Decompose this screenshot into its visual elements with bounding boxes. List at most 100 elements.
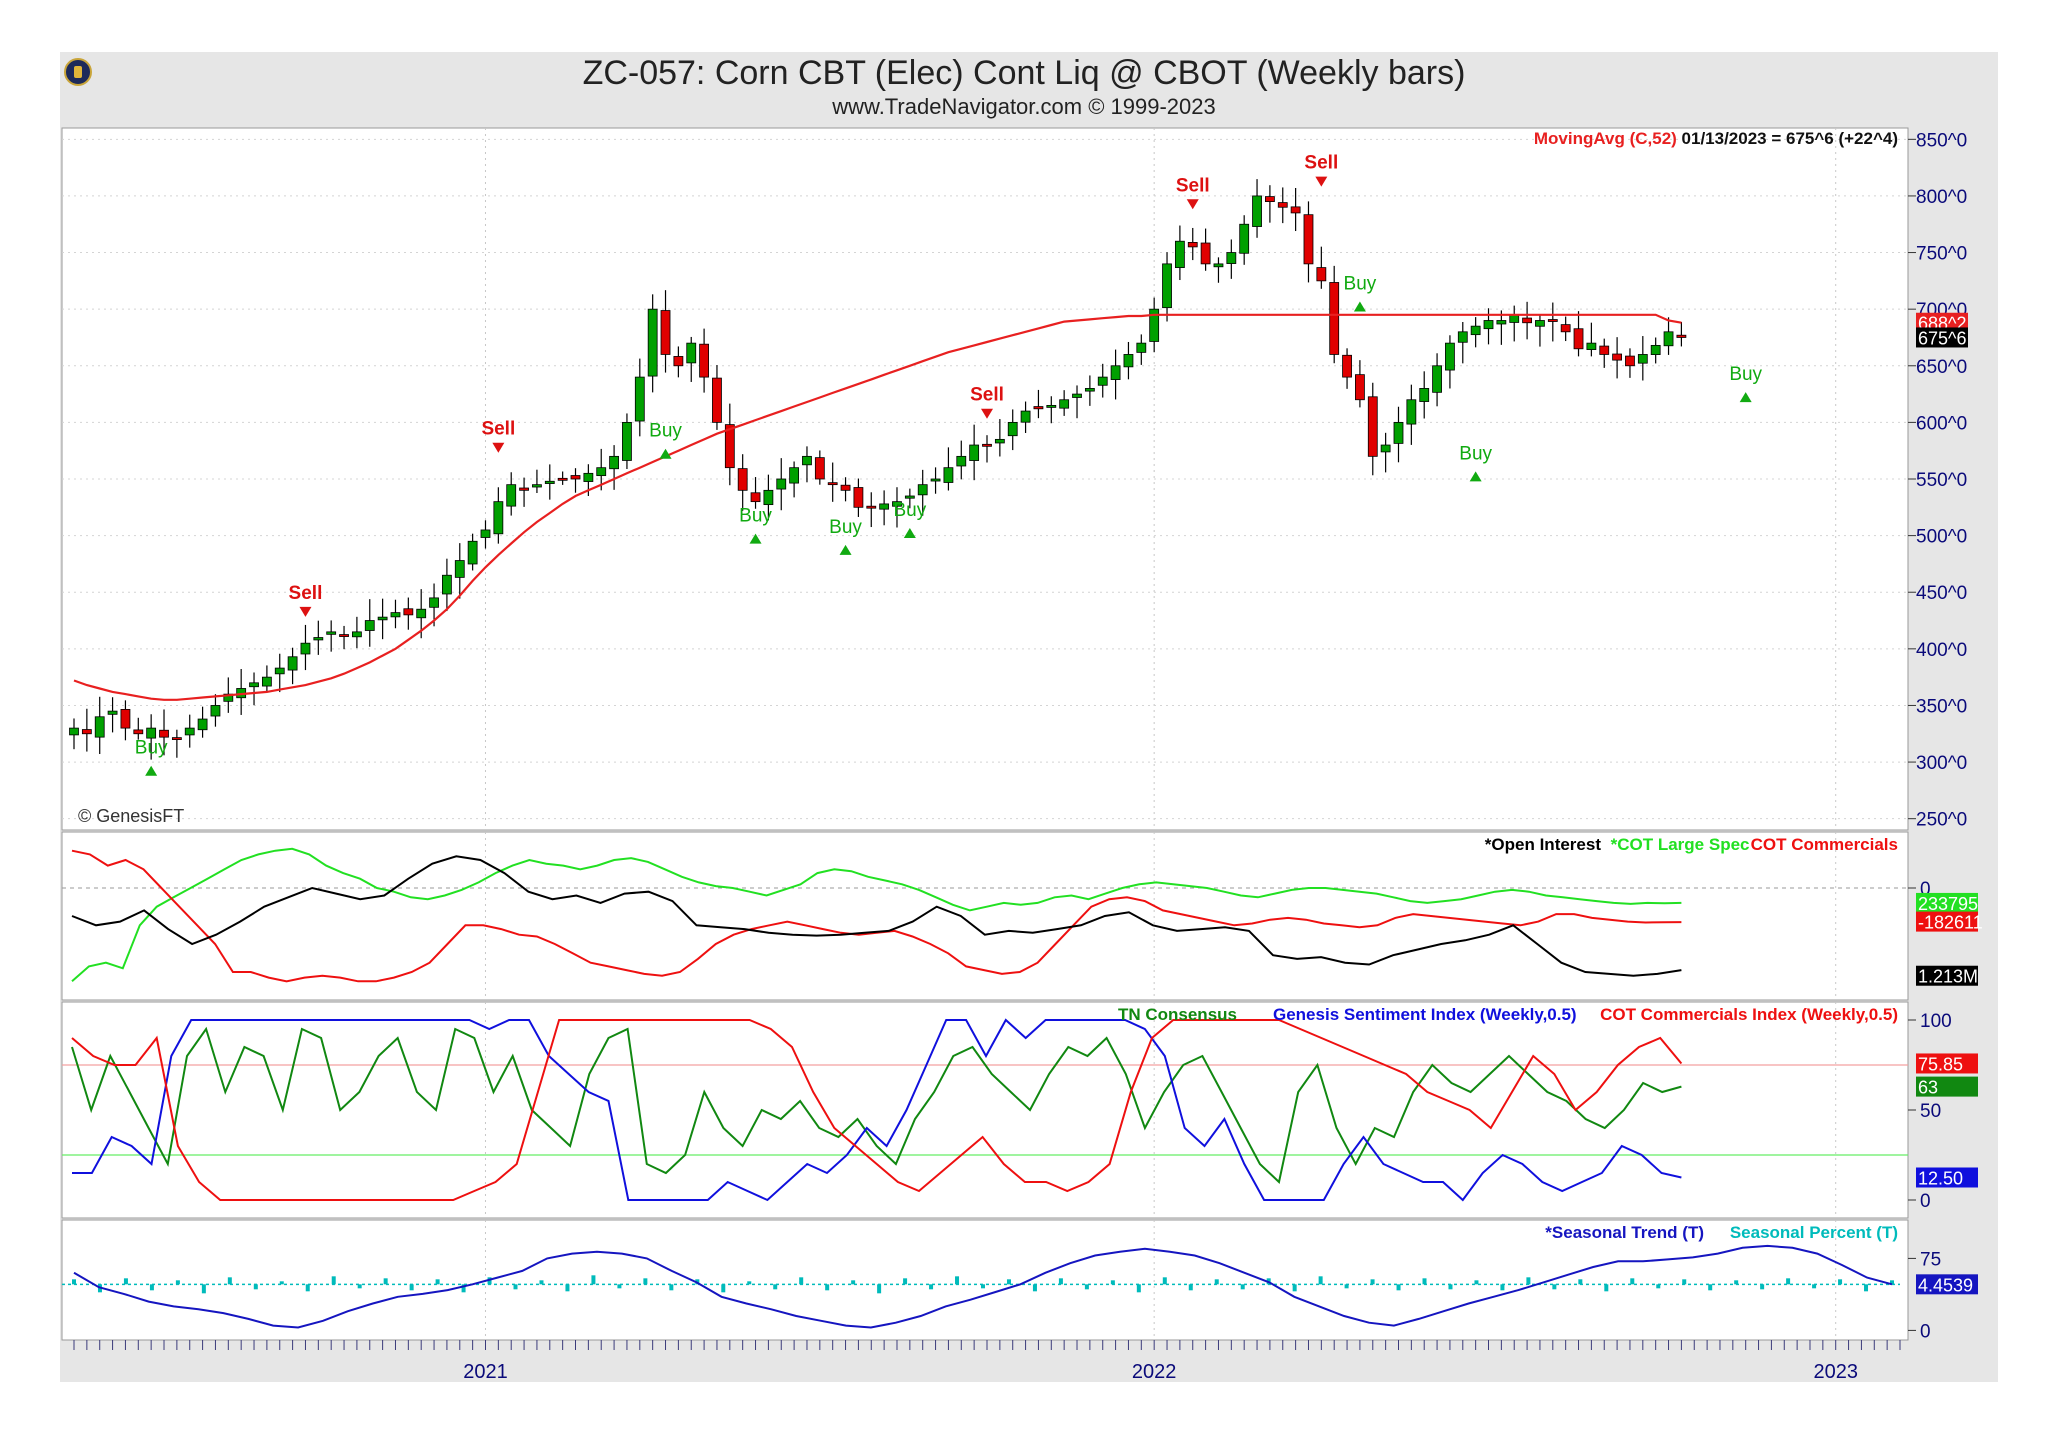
candle-body — [1406, 399, 1417, 425]
candle-body — [1522, 317, 1532, 324]
seasonal-percent-bar — [799, 1277, 804, 1285]
seasonal-percent-bar — [929, 1284, 934, 1290]
seasonal-percent-bar — [539, 1280, 544, 1285]
chart-panels — [61, 127, 1909, 1341]
price-tick-label: 300^0 — [1916, 753, 1967, 774]
legend-item: *COT Large Spec — [1611, 835, 1750, 854]
seasonal-percent-bar — [1032, 1284, 1037, 1292]
candle-body — [596, 467, 607, 477]
buy-signal-label: Buy — [649, 421, 682, 442]
seasonal-percent-bar — [253, 1284, 258, 1290]
moving-average-line — [73, 313, 1682, 701]
series-line — [71, 847, 1682, 983]
candle-body — [1380, 444, 1391, 453]
buy-arrow-icon — [1739, 392, 1752, 403]
seasonal-percent-bar — [305, 1284, 310, 1292]
sell-signal-label: Sell — [289, 583, 323, 604]
sell-signal-label: Sell — [481, 419, 515, 440]
seasonal-percent-bar — [1448, 1284, 1453, 1290]
candle-body — [1676, 334, 1687, 338]
candle-body — [737, 468, 748, 491]
candle-body — [943, 467, 954, 483]
candle-body — [1187, 242, 1198, 248]
last-value-text: 675^6 — [1918, 328, 1967, 348]
candle-body — [1625, 355, 1635, 367]
candle-body — [364, 620, 375, 631]
seasonal-trend-line — [73, 1244, 1893, 1329]
seasonal-percent-bar — [1656, 1284, 1661, 1289]
last-value-text: 233795 — [1918, 894, 1978, 914]
seasonal-percent-bar — [747, 1281, 752, 1285]
candle-body — [1213, 263, 1224, 268]
candle-body — [892, 501, 902, 507]
price-tick-label: 600^0 — [1916, 413, 1967, 434]
candle-body — [1457, 331, 1468, 343]
candle-body — [1290, 206, 1301, 214]
seasonal-percent-bar — [773, 1284, 778, 1290]
sell-signal-label: Sell — [970, 385, 1004, 406]
seasonal-percent-bar — [955, 1276, 960, 1285]
candle-body — [1637, 354, 1648, 364]
candle-body — [724, 424, 735, 469]
candle-body — [583, 472, 594, 482]
candle-body — [1136, 342, 1147, 353]
seasonal-percent-bar — [513, 1284, 518, 1290]
candle-body — [1123, 354, 1134, 368]
candle-body — [1393, 421, 1404, 444]
candle-body — [969, 444, 980, 461]
candle-body — [1612, 353, 1622, 361]
candle-body — [1483, 320, 1494, 330]
seasonal-percent-bar — [643, 1278, 648, 1285]
candle-body — [1316, 267, 1327, 282]
last-value-tag — [1916, 965, 1978, 986]
y-tick-label: 50 — [1920, 1101, 1941, 1122]
candle-body — [814, 457, 825, 480]
candle-body — [802, 455, 812, 466]
seasonal-percent-bar — [1812, 1284, 1817, 1289]
seasonal-percent-bar — [1136, 1284, 1141, 1293]
price-tick-label: 800^0 — [1916, 187, 1967, 208]
price-tick-label: 450^0 — [1916, 583, 1967, 604]
candle-body — [120, 709, 131, 729]
candle-body — [506, 484, 517, 507]
series-line — [71, 855, 1682, 977]
genesis-watermark: © GenesisFT — [78, 806, 184, 826]
candle-body — [1072, 393, 1082, 398]
seasonal-percent-bar — [1500, 1284, 1505, 1291]
chart-subtitle: www.TradeNavigator.com © 1999-2023 — [832, 94, 1216, 119]
seasonal-percent-bar — [1682, 1279, 1687, 1285]
candle-body — [1303, 214, 1314, 265]
last-value-tag — [1916, 1053, 1978, 1074]
legend-layer: MovingAvg (C,52) 01/13/2023 = 675^6 (+22… — [78, 129, 1898, 1242]
seasonal-percent-bar — [617, 1284, 622, 1289]
candle-body — [1535, 320, 1545, 327]
legend-item: *Seasonal Trend (T) — [1545, 1223, 1704, 1242]
candle-body — [1110, 365, 1121, 380]
candle-body — [69, 727, 79, 736]
candle-body — [686, 342, 697, 364]
seasonal-percent-bar — [1422, 1278, 1427, 1285]
last-value-tag — [1916, 1167, 1978, 1188]
buy-arrow-icon — [659, 448, 672, 459]
buy-signal-label: Buy — [739, 506, 772, 527]
last-value-tag — [1916, 911, 1978, 932]
candle-body — [1445, 342, 1455, 371]
candle-body — [1573, 328, 1584, 350]
seasonal-percent-bar — [1708, 1284, 1713, 1291]
y-tick-label: 0 — [1920, 1321, 1931, 1342]
candle-body — [776, 478, 787, 490]
price-tick-label: 250^0 — [1916, 810, 1967, 831]
candle-body — [763, 489, 774, 506]
candle-body — [377, 616, 388, 621]
last-value-tag — [1916, 892, 1978, 913]
buy-signal-label: Buy — [1344, 274, 1377, 295]
plot-layer: Buy Sell Sell Buy Buy Buy Buy Sell Sell Sell Buy Bu… — [62, 153, 1900, 1329]
x-tick-label: 2023 — [1813, 1361, 1858, 1383]
candle-body — [853, 487, 864, 508]
candle-body — [1560, 324, 1571, 333]
price-tick-label: 550^0 — [1916, 470, 1967, 491]
candle-body — [1033, 406, 1044, 410]
candle-body — [1419, 388, 1430, 402]
candle-body — [1149, 308, 1160, 342]
last-value-tag — [1916, 1274, 1978, 1295]
